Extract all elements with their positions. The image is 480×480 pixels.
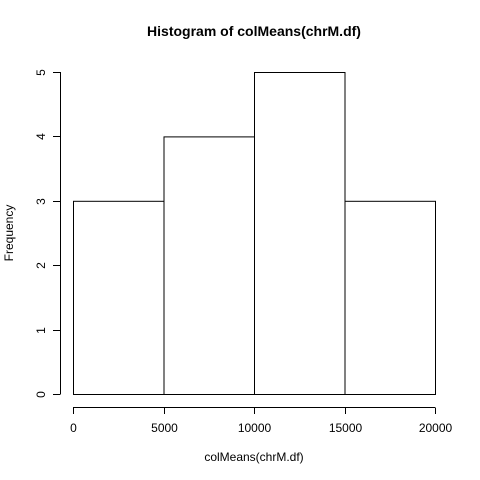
histogram-bar-3: [254, 72, 346, 395]
x-tick-label: 10000: [238, 421, 272, 435]
y-tick-label: 5: [34, 69, 48, 76]
x-tick-label: 20000: [419, 421, 453, 435]
y-axis: 0 1 2 3 4 5: [34, 69, 61, 398]
y-tick-label: 3: [34, 198, 48, 205]
y-tick-label: 4: [34, 133, 48, 140]
bars-group: [73, 72, 436, 395]
x-axis: 0 5000 10000 15000 20000: [70, 407, 453, 435]
y-tick-label: 0: [34, 391, 48, 398]
x-tick-label: 15000: [329, 421, 363, 435]
x-tick-label: 5000: [151, 421, 178, 435]
x-tick-label: 0: [70, 421, 77, 435]
x-axis-label: colMeans(chrM.df): [204, 450, 303, 464]
chart-title: Histogram of colMeans(chrM.df): [147, 23, 361, 39]
y-tick-label: 1: [34, 327, 48, 334]
histogram-bar-1: [73, 200, 165, 395]
histogram-bar-4: [344, 200, 436, 395]
y-axis-label: Frequency: [2, 205, 16, 262]
y-tick-label: 2: [34, 262, 48, 269]
histogram-bar-2: [163, 136, 255, 395]
